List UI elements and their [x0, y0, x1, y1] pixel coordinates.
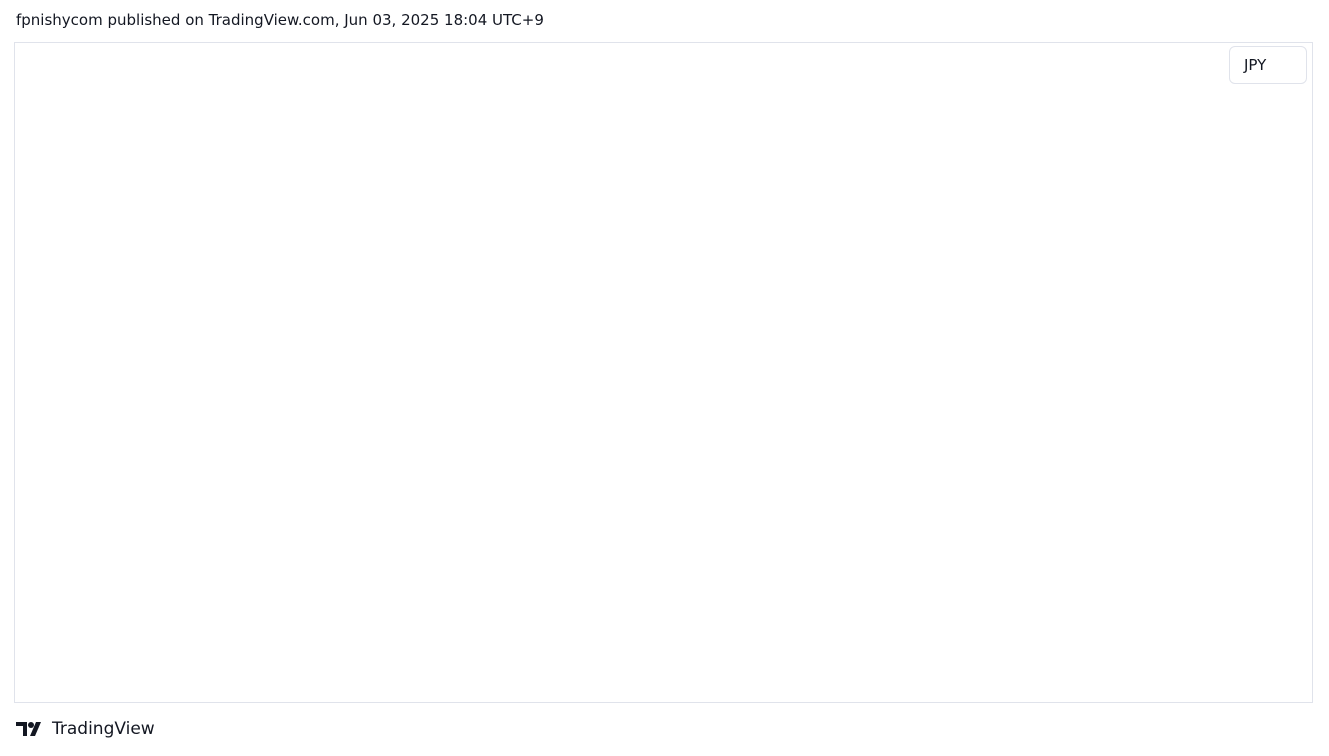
publish-info: fpnishycom published on TradingView.com,…: [16, 11, 544, 29]
logo: [16, 722, 41, 736]
chart-frame: [14, 42, 1313, 703]
currency-button[interactable]: JPY: [1229, 46, 1307, 84]
brand: TradingView: [52, 719, 155, 739]
footer: TradingView: [16, 719, 155, 739]
